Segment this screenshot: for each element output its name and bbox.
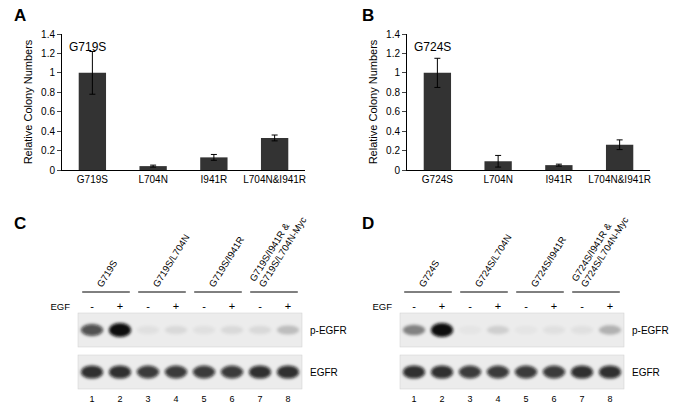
svg-text:7: 7	[257, 394, 262, 404]
html-text:D: D	[362, 214, 375, 233]
svg-text:+: +	[285, 300, 291, 312]
svg-text:+: +	[495, 300, 501, 312]
svg-text:Relative Colony Numbers: Relative Colony Numbers	[367, 39, 379, 164]
svg-text:I941R: I941R	[546, 174, 573, 185]
svg-text:+: +	[551, 300, 557, 312]
svg-text:EGF: EGF	[50, 301, 70, 312]
svg-text:G719S/I941R &G719S/L704N-Myc: G719S/I941R &G719S/L704N-Myc	[247, 209, 309, 289]
svg-text:p-EGFR: p-EGFR	[632, 325, 669, 336]
svg-text:G724S: G724S	[416, 258, 441, 289]
svg-text:1.4: 1.4	[386, 29, 400, 40]
svg-text:-: -	[90, 300, 94, 312]
svg-text:G724S/L704N: G724S/L704N	[472, 232, 513, 289]
svg-text:1: 1	[411, 394, 416, 404]
svg-text:1.2: 1.2	[386, 48, 400, 59]
svg-text:EGFR: EGFR	[632, 367, 660, 378]
svg-text:1: 1	[89, 394, 94, 404]
svg-text:6: 6	[229, 394, 234, 404]
svg-text:-: -	[202, 300, 206, 312]
svg-text:2: 2	[117, 394, 122, 404]
svg-text:1: 1	[49, 67, 55, 78]
svg-text:3: 3	[145, 394, 150, 404]
svg-text:4: 4	[173, 394, 178, 404]
svg-text:G719S: G719S	[94, 258, 119, 289]
svg-text:G724S: G724S	[414, 40, 451, 54]
html-text:B: B	[362, 6, 375, 25]
svg-text:6: 6	[551, 394, 556, 404]
svg-text:G719S: G719S	[77, 174, 108, 185]
svg-text:8: 8	[607, 394, 612, 404]
svg-text:1.4: 1.4	[41, 29, 55, 40]
svg-text:1: 1	[394, 67, 400, 78]
svg-text:3: 3	[467, 394, 472, 404]
svg-text:0.2: 0.2	[41, 145, 55, 156]
svg-text:I941R: I941R	[201, 174, 228, 185]
svg-text:G719S/I941R: G719S/I941R	[206, 234, 246, 289]
svg-text:0.2: 0.2	[386, 145, 400, 156]
svg-text:L704N: L704N	[138, 174, 167, 185]
svg-text:1.2: 1.2	[41, 48, 55, 59]
svg-text:G724S/I941R: G724S/I941R	[528, 234, 568, 289]
svg-text:G719S: G719S	[69, 40, 106, 54]
svg-text:5: 5	[523, 394, 528, 404]
svg-text:0: 0	[394, 165, 400, 176]
svg-text:-: -	[412, 300, 416, 312]
svg-text:-: -	[524, 300, 528, 312]
svg-text:L704N: L704N	[483, 174, 512, 185]
svg-text:G719S/L704N: G719S/L704N	[150, 232, 191, 289]
svg-text:-: -	[468, 300, 472, 312]
html-text:C: C	[14, 214, 27, 233]
svg-text:L704N&I941R: L704N&I941R	[243, 174, 306, 185]
svg-text:+: +	[173, 300, 179, 312]
svg-text:p-EGFR: p-EGFR	[310, 325, 347, 336]
svg-text:+: +	[229, 300, 235, 312]
svg-text:0.6: 0.6	[386, 106, 400, 117]
svg-text:+: +	[439, 300, 445, 312]
svg-text:Relative Colony Numbers: Relative Colony Numbers	[22, 39, 34, 164]
svg-text:5: 5	[201, 394, 206, 404]
svg-text:0.6: 0.6	[41, 106, 55, 117]
svg-text:+: +	[117, 300, 123, 312]
svg-text:EGFR: EGFR	[310, 367, 338, 378]
svg-text:-: -	[146, 300, 150, 312]
svg-text:0: 0	[49, 165, 55, 176]
svg-text:-: -	[580, 300, 584, 312]
svg-text:4: 4	[495, 394, 500, 404]
svg-text:0.4: 0.4	[41, 126, 55, 137]
svg-text:0.8: 0.8	[41, 87, 55, 98]
svg-text:EGF: EGF	[372, 301, 392, 312]
html-text:A: A	[14, 6, 27, 25]
svg-text:+: +	[607, 300, 613, 312]
svg-text:8: 8	[285, 394, 290, 404]
svg-text:G724S: G724S	[422, 174, 453, 185]
svg-text:7: 7	[579, 394, 584, 404]
svg-text:-: -	[258, 300, 262, 312]
svg-text:0.8: 0.8	[386, 87, 400, 98]
svg-text:L704N&I941R: L704N&I941R	[588, 174, 651, 185]
svg-text:0.4: 0.4	[386, 126, 400, 137]
svg-text:2: 2	[439, 394, 444, 404]
svg-text:G724S/I941R &G724S/L704N-Myc: G724S/I941R &G724S/L704N-Myc	[569, 209, 631, 289]
